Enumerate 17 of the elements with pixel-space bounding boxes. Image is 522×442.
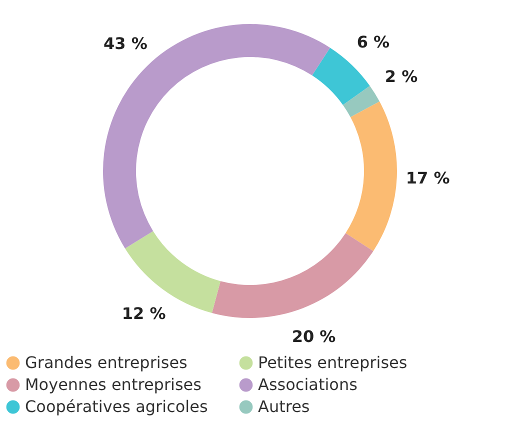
data-label: 2 % (384, 67, 418, 86)
donut-slice (342, 86, 380, 118)
legend-label: Autres (258, 397, 310, 416)
data-label: 17 % (406, 168, 450, 188)
data-label: 43 % (104, 34, 148, 53)
legend-label: Petites entreprises (258, 353, 408, 372)
legend-label: Associations (258, 375, 358, 394)
legend-label: Coopératives agricoles (25, 397, 208, 416)
data-label: 20 % (292, 327, 336, 346)
data-label: 6 % (356, 32, 390, 52)
donut-slice (212, 233, 374, 318)
donut-slice (103, 24, 330, 248)
legend-label: Grandes entreprises (25, 353, 188, 372)
data-label: 12 % (122, 304, 166, 323)
donut-slice (312, 48, 370, 105)
donut-slice (346, 102, 397, 252)
legend-label: Moyennes entreprises (25, 375, 202, 394)
